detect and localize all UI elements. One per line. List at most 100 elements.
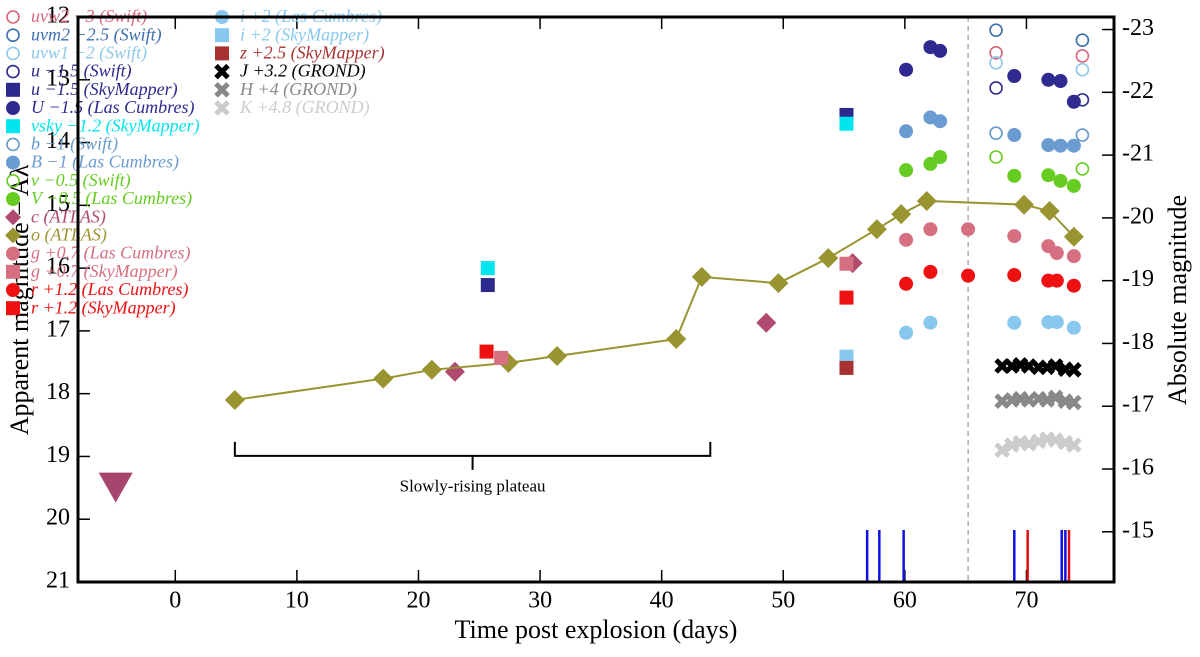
data-point bbox=[899, 124, 914, 139]
data-point bbox=[1066, 437, 1082, 453]
y-tick-label: 14 bbox=[46, 128, 70, 154]
data-point bbox=[1041, 72, 1056, 87]
legend-label: o (ATLAS) bbox=[31, 225, 107, 246]
y-axis-label: Apparent magnitude − Aλ bbox=[5, 164, 34, 435]
data-point bbox=[768, 273, 789, 294]
legend-marker bbox=[6, 246, 20, 261]
data-point bbox=[1075, 33, 1090, 48]
y-tick-label: 21 bbox=[46, 568, 70, 594]
data-point bbox=[839, 256, 854, 271]
data-point bbox=[818, 248, 839, 269]
y-tick-label: 16 bbox=[46, 254, 70, 280]
data-point bbox=[994, 442, 1010, 458]
legend-marker bbox=[6, 264, 20, 279]
data-point bbox=[1075, 49, 1090, 63]
y-tick-label: 18 bbox=[46, 379, 70, 405]
y2-tick-label: -22 bbox=[1122, 78, 1154, 104]
y2-tick-label: -17 bbox=[1122, 392, 1154, 418]
data-point bbox=[224, 389, 245, 410]
y-tick-label: 13 bbox=[46, 65, 70, 91]
data-point bbox=[1007, 268, 1022, 283]
y2-tick-label: -23 bbox=[1122, 15, 1154, 41]
series-line bbox=[234, 199, 1075, 401]
x-tick-label: 0 bbox=[169, 588, 181, 614]
legend-marker bbox=[6, 10, 20, 24]
legend-marker bbox=[6, 192, 20, 206]
data-point bbox=[839, 290, 854, 305]
data-point bbox=[1053, 173, 1068, 188]
data-point bbox=[1066, 249, 1081, 264]
legend-label: J +3.2 (GROND) bbox=[240, 61, 366, 82]
data-point bbox=[1066, 394, 1082, 411]
legend-marker bbox=[6, 82, 20, 97]
data-point bbox=[899, 62, 914, 77]
data-point bbox=[1049, 246, 1064, 261]
y2-tick-label: -15 bbox=[1122, 517, 1154, 543]
legend-label: v −0.5 (Swift) bbox=[31, 170, 131, 191]
data-point bbox=[916, 190, 937, 211]
data-point bbox=[899, 325, 914, 340]
legend-marker bbox=[6, 301, 20, 316]
legend-label: K +4.8 (GROND) bbox=[239, 97, 370, 118]
legend-label: V −0.5 (Las Cumbres) bbox=[31, 188, 192, 209]
legend-marker bbox=[6, 283, 20, 297]
y2-tick-label: -21 bbox=[1122, 141, 1154, 167]
data-point bbox=[691, 266, 712, 287]
data-point bbox=[1063, 226, 1084, 247]
data-point bbox=[1066, 138, 1081, 153]
legend-label: u −1.5 (SkyMapper) bbox=[31, 79, 178, 100]
data-point bbox=[1053, 74, 1068, 89]
data-point bbox=[1041, 138, 1056, 153]
legend-label: H +4 (GROND) bbox=[239, 79, 357, 100]
data-point bbox=[839, 349, 854, 364]
data-point bbox=[666, 329, 687, 350]
legend-marker bbox=[6, 119, 20, 134]
x-tick-label: 10 bbox=[285, 588, 309, 614]
data-point bbox=[923, 264, 938, 279]
y-tick-label: 12 bbox=[46, 3, 70, 29]
data-point bbox=[1075, 128, 1090, 142]
data-point bbox=[547, 346, 568, 366]
data-point bbox=[1049, 273, 1064, 288]
data-point bbox=[1047, 389, 1064, 406]
legend-marker bbox=[6, 64, 20, 79]
data-point bbox=[373, 368, 394, 389]
data-point bbox=[1041, 168, 1056, 183]
legend-label: g +0.7 (Las Cumbres) bbox=[31, 243, 191, 264]
legend-label: u −1.5 (Swift) bbox=[31, 61, 132, 82]
data-point bbox=[933, 149, 948, 164]
data-point bbox=[1049, 315, 1064, 330]
legend-label: g +0.7 (SkyMapper) bbox=[31, 261, 178, 282]
y2-axis-label: Absolute magnitude bbox=[1163, 195, 1192, 405]
data-point bbox=[1066, 320, 1081, 335]
data-point bbox=[989, 45, 1003, 60]
data-point bbox=[989, 56, 1003, 70]
legend-label: B −1 (Las Cumbres) bbox=[31, 152, 179, 173]
data-point bbox=[891, 204, 912, 225]
legend-marker bbox=[6, 174, 20, 188]
data-point bbox=[923, 222, 938, 237]
data-point bbox=[1007, 69, 1022, 84]
legend-marker bbox=[6, 155, 20, 170]
data-point bbox=[989, 81, 1003, 95]
data-point bbox=[923, 156, 938, 171]
data-point bbox=[1007, 315, 1022, 330]
legend-marker bbox=[4, 227, 21, 244]
data-point bbox=[899, 163, 914, 178]
data-point bbox=[494, 350, 509, 365]
annotation-bracket bbox=[233, 441, 712, 470]
data-point bbox=[421, 359, 442, 380]
legend-label: r +1.2 (Las Cumbres) bbox=[31, 279, 189, 300]
x-tick-label: 30 bbox=[528, 588, 552, 614]
x-axis-label: Time post explosion (days) bbox=[455, 615, 738, 644]
plot-frame bbox=[76, 15, 1116, 584]
x-tick-label: 60 bbox=[893, 588, 917, 614]
legend-label: i +2 (SkyMapper) bbox=[240, 24, 369, 45]
data-point bbox=[1007, 128, 1022, 143]
data-point bbox=[989, 126, 1003, 140]
data-point bbox=[1014, 194, 1035, 215]
y-tick-label: 15 bbox=[46, 191, 70, 217]
y-tick-label: 20 bbox=[46, 505, 70, 531]
legend-marker bbox=[214, 100, 230, 116]
data-point bbox=[1066, 94, 1081, 109]
